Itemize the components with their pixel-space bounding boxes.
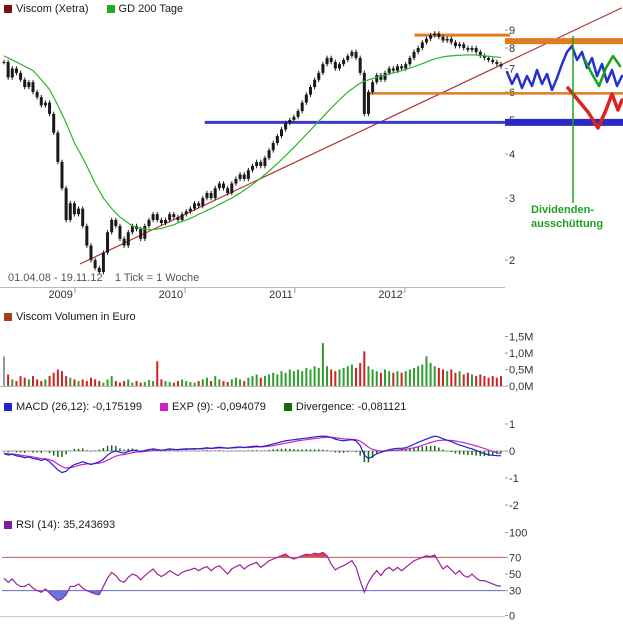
svg-text:-2: -2 (509, 500, 519, 512)
dividend-annotation: Dividenden-ausschüttung (531, 36, 603, 230)
divergence-bars (3, 445, 502, 463)
gd200-series-swatch-icon (106, 5, 115, 13)
macd-series-swatch-icon (4, 403, 12, 411)
volume-bars (0, 343, 505, 387)
macd-line (3, 435, 502, 474)
viscom-series-label: Viscom (Xetra) (16, 3, 89, 15)
rsi-panel (0, 551, 505, 617)
svg-text:100: 100 (509, 528, 527, 540)
rsi-series-swatch-icon (4, 521, 12, 529)
svg-text:ausschüttung: ausschüttung (531, 218, 603, 230)
recent-ma-green-line (583, 54, 622, 88)
rsi-y-axis: 100 70 50 30 0 (505, 528, 527, 623)
macd-series-label: MACD (26,12): -0,175199 (16, 401, 142, 413)
volume-series-swatch-icon (4, 313, 12, 321)
svg-text:2010: 2010 (159, 289, 183, 301)
recent-detail-lines (505, 44, 623, 130)
recent-price-blue-line (505, 44, 623, 92)
rsi-series-label: RSI (14): 35,243693 (16, 519, 116, 531)
date-range-info: 01.04.08 - 19.11.12 1 Tick = 1 Woche (8, 272, 200, 284)
divergence-series-swatch-icon (283, 403, 292, 411)
exp-series-label: EXP (9): -0,094079 (171, 401, 266, 413)
exp-line (3, 436, 502, 469)
candlesticks (2, 31, 503, 275)
svg-text:1: 1 (509, 419, 515, 431)
trendline (79, 7, 622, 265)
support-resistance-levels (204, 33, 623, 126)
svg-text:3: 3 (509, 193, 515, 205)
viscom-series-swatch-icon (4, 5, 12, 13)
svg-text:0,5M: 0,5M (509, 365, 533, 377)
volume-legend: Viscom Volumen in Euro (4, 311, 150, 323)
price-x-axis: 2009 2010 2011 2012 (0, 287, 505, 301)
gd200-line (3, 54, 502, 231)
recent-trend-red-line (566, 86, 623, 130)
svg-text:2012: 2012 (378, 289, 402, 301)
svg-text:0: 0 (509, 446, 515, 458)
svg-text:70: 70 (509, 552, 521, 564)
svg-text:1,0M: 1,0M (509, 348, 533, 360)
svg-text:1,5M: 1,5M (509, 332, 533, 344)
svg-text:30: 30 (509, 586, 521, 598)
divergence-series-label: Divergence: -0,081121 (295, 401, 407, 413)
svg-text:2: 2 (509, 255, 515, 267)
svg-text:4: 4 (509, 149, 515, 161)
svg-text:50: 50 (509, 569, 521, 581)
svg-text:2011: 2011 (269, 289, 293, 301)
svg-text:-1: -1 (509, 473, 519, 485)
macd-legend: MACD (26,12): -0,175199 EXP (9): -0,0940… (4, 401, 420, 413)
svg-text:0,0M: 0,0M (509, 381, 533, 393)
svg-text:0: 0 (509, 611, 515, 623)
svg-text:2009: 2009 (48, 289, 72, 301)
price-legend: Viscom (Xetra) GD 200 Tage (4, 3, 197, 15)
svg-text:9: 9 (509, 25, 515, 37)
volume-y-axis: 1,5M 1,0M 0,5M 0,0M (505, 332, 533, 393)
volume-series-label: Viscom Volumen in Euro (16, 311, 136, 323)
svg-text:7: 7 (509, 63, 515, 75)
macd-y-axis: 1 0 -1 -2 (505, 419, 519, 512)
svg-text:8: 8 (509, 43, 515, 55)
gd200-series-label: GD 200 Tage (118, 3, 184, 15)
svg-text:Dividenden-: Dividenden- (531, 204, 594, 216)
exp-series-swatch-icon (159, 403, 168, 411)
rsi-legend: RSI (14): 35,243693 (4, 519, 129, 531)
